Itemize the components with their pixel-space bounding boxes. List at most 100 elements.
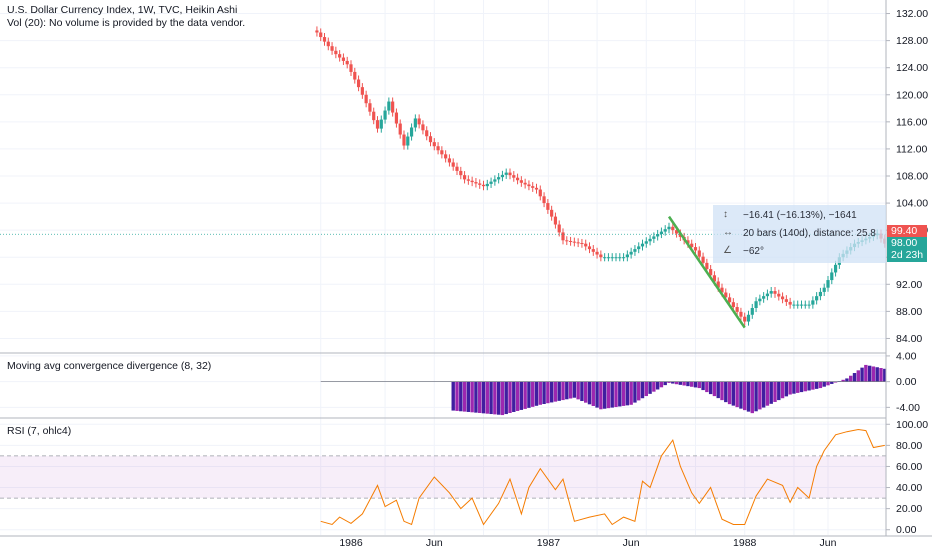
- macd-bar-57: [667, 381, 671, 383]
- time-tick-label-3: Jun: [623, 537, 640, 549]
- price-range-icon: ↕: [723, 209, 728, 220]
- candle-body-67: [568, 240, 573, 242]
- candle-body-26: [413, 118, 417, 128]
- candle-89: [652, 232, 656, 243]
- last-price-badge: 99.40: [887, 225, 927, 238]
- candle-body-112: [739, 311, 743, 317]
- price-tick-label-9: 120.00: [896, 89, 928, 101]
- candle-body-37: [455, 166, 459, 171]
- candle-body-111: [735, 307, 739, 312]
- candle-body-40: [466, 179, 470, 181]
- candle-body-115: [750, 308, 754, 315]
- macd-bar-78: [746, 381, 751, 412]
- rsi-band: [0, 455, 886, 499]
- candle-body-101: [697, 250, 701, 257]
- candle-body-63: [553, 216, 558, 225]
- macd-bar-89: [788, 381, 792, 395]
- candle-11: [356, 75, 361, 92]
- candle-24: [406, 132, 410, 150]
- measure-line-bars: 20 bars (140d), distance: 25.8: [743, 228, 876, 239]
- candle-body-39: [462, 175, 467, 180]
- candle-body-69: [576, 242, 580, 244]
- candle-body-17: [379, 119, 383, 129]
- candle-77: [606, 253, 611, 262]
- macd-bar-10: [489, 381, 493, 415]
- candle-body-72: [587, 246, 592, 250]
- candle-body-14: [368, 103, 372, 112]
- candle-7: [341, 53, 346, 65]
- macd-bar-86: [777, 381, 781, 401]
- candle-body-128: [799, 304, 804, 306]
- candle-body-22: [398, 123, 402, 135]
- candle-125: [788, 297, 792, 309]
- rsi-band-lines: [0, 455, 886, 499]
- macd-label: Moving avg convergence divergence (8, 32…: [7, 360, 212, 372]
- macd-bar-4: [466, 381, 471, 412]
- candle-69: [576, 238, 580, 248]
- candle-0: [315, 26, 319, 37]
- candle-117: [758, 294, 762, 306]
- candle-73: [591, 245, 595, 256]
- macd-bar-54: [655, 381, 660, 390]
- macd-bar-88: [784, 381, 789, 397]
- macd-bar-65: [697, 381, 701, 389]
- candle-body-0: [315, 30, 319, 33]
- time-axis[interactable]: 1986 Jun 1987 Jun 1988 Jun: [339, 537, 836, 549]
- macd-bar-99: [826, 381, 830, 386]
- macd-bar-41: [606, 381, 611, 409]
- rsi-line: [320, 428, 885, 526]
- candle-body-20: [391, 101, 395, 113]
- rsi-tick-label-5: 0.00: [896, 524, 917, 536]
- macd-bar-36: [587, 381, 592, 405]
- candle-91: [659, 227, 664, 239]
- time-tick-label-2: 1987: [537, 537, 561, 549]
- time-tick-label-5: Jun: [820, 537, 837, 549]
- macd-bar-53: [652, 381, 656, 392]
- macd-bar-14: [504, 381, 508, 415]
- rsi-tick-label-0: 100.00: [896, 419, 928, 431]
- angle-icon: ∠: [723, 245, 732, 256]
- candle-body-5: [334, 50, 338, 55]
- candle-67: [568, 236, 573, 246]
- candle-49: [500, 170, 505, 182]
- trend-line[interactable]: [667, 215, 746, 329]
- candle-body-76: [603, 257, 607, 259]
- candle-body-57: [531, 186, 535, 188]
- candle-123: [780, 292, 785, 304]
- macd-bar-42: [610, 381, 614, 408]
- candle-116: [754, 297, 758, 313]
- candle-128: [799, 300, 804, 309]
- macd-bar-30: [565, 381, 569, 400]
- price-axis[interactable]: 84.0088.0092.0096.00100.00104.00108.0011…: [886, 8, 928, 536]
- candle-3: [326, 37, 330, 51]
- candle-body-131: [811, 300, 815, 305]
- candle-body-54: [519, 180, 523, 183]
- candle-body-45: [485, 183, 489, 187]
- candle-101: [697, 246, 701, 261]
- candle-92: [663, 225, 667, 236]
- candle-body-91: [659, 231, 664, 235]
- macd-bar-6: [474, 381, 478, 413]
- candle-126: [792, 300, 796, 309]
- price-tick-label-10: 124.00: [896, 62, 928, 74]
- candle-body-64: [557, 224, 561, 233]
- candle-50: [504, 168, 508, 179]
- macd-bar-2: [459, 381, 463, 412]
- candle-2: [322, 33, 327, 46]
- candle-body-133: [818, 291, 823, 297]
- macd-bar-87: [780, 381, 785, 399]
- candle-body-44: [481, 184, 486, 187]
- candle-38: [459, 166, 463, 180]
- candle-135: [826, 276, 830, 292]
- candle-64: [557, 220, 561, 237]
- candle-41: [470, 176, 474, 187]
- candle-body-46: [489, 181, 493, 184]
- macd-bar-11: [493, 381, 497, 415]
- macd-bar-75: [735, 381, 739, 408]
- candle-18: [383, 106, 387, 124]
- candle-122: [777, 289, 781, 301]
- candle-body-110: [731, 302, 735, 308]
- candle-68: [572, 237, 576, 247]
- chart-title: U.S. Dollar Currency Index, 1W, TVC, Hei…: [7, 4, 238, 16]
